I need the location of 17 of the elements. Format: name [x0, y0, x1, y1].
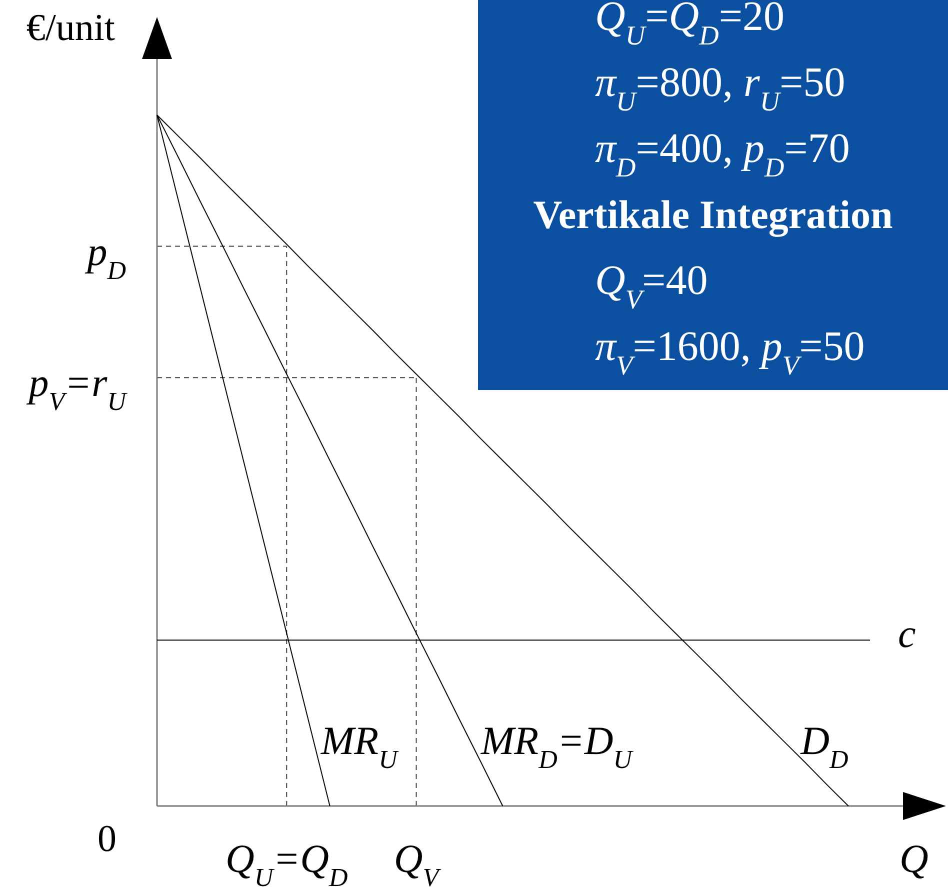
- y-axis-title: €/unit: [26, 7, 115, 50]
- annotation: π$_{D}$=400, p$_{D}$=70: [595, 126, 850, 183]
- annotation: Vertikale Integration: [533, 192, 893, 237]
- series-label: MR$_{D}$=D$_{U}$: [480, 718, 632, 774]
- text: Q$_{U}$=Q$_{D}$=20: [595, 0, 784, 51]
- series-label: c: [898, 610, 916, 656]
- x-tick-label: Q$_{V}$: [394, 836, 439, 887]
- annotation: π$_{U}$=800, r$_{U}$=50: [595, 60, 846, 117]
- annotation: π$_{V}$=1600, p$_{V}$=50: [595, 324, 865, 381]
- x-tick-label: Q$_{U}$=Q$_{D}$: [225, 836, 348, 887]
- series-label: MR$_{U}$: [320, 718, 398, 774]
- text: 0: [98, 818, 116, 860]
- series-label: D$_{D}$: [800, 718, 848, 774]
- ref-line-label: p$_{D}$: [87, 228, 126, 285]
- ref-line-label: p$_{V}$=r$_{U}$: [28, 360, 126, 416]
- annotation: Q$_{V}$=40: [595, 258, 708, 315]
- x-axis-title: Q: [900, 836, 928, 880]
